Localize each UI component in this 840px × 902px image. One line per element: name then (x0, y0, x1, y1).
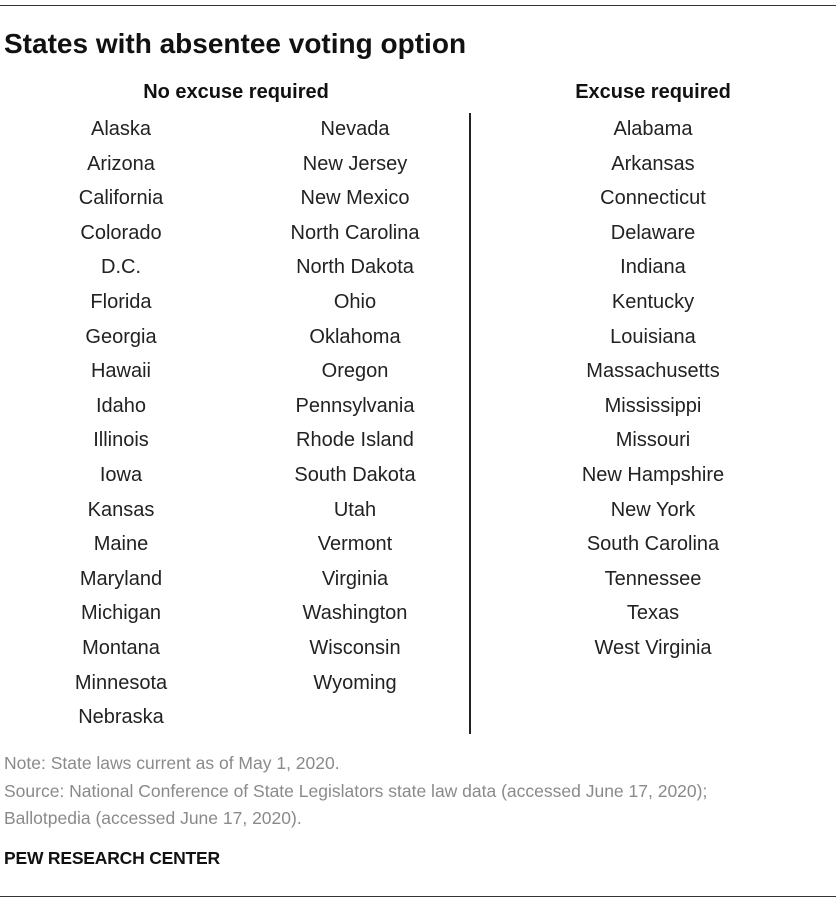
state-item: South Carolina (586, 533, 720, 556)
state-item: Pennsylvania (295, 394, 415, 417)
state-item: Illinois (93, 429, 149, 452)
state-item: Maryland (79, 567, 163, 590)
excuse-heading: Excuse required (575, 81, 731, 103)
state-item: Hawaii (90, 360, 152, 383)
state-item: Wyoming (313, 671, 397, 694)
state-item: Massachusetts (586, 360, 720, 383)
state-item: Arkansas (611, 152, 695, 175)
state-item: Iowa (99, 463, 143, 486)
state-item: New Jersey (302, 152, 408, 175)
top-rule (0, 5, 836, 6)
no-excuse-column-1: Alaska Arizona California Colorado D.C. Flori… (75, 112, 167, 735)
no-excuse-heading: No excuse required (143, 81, 329, 103)
page-title: States with absentee voting option (4, 28, 467, 59)
state-item: Alaska (90, 118, 152, 140)
state-item: Oregon (321, 360, 389, 383)
state-item: Maine (93, 533, 149, 556)
state-item: Missouri (615, 429, 691, 452)
state-item: Oklahoma (309, 325, 401, 348)
state-item: New Mexico (300, 187, 410, 210)
state-item: Tennessee (604, 567, 702, 590)
state-item: Utah (333, 498, 377, 521)
state-item: Kansas (87, 498, 155, 521)
no-excuse-column-2: Nevada New Jersey New Mexico North Carolina… (291, 112, 420, 700)
note: Note: State laws current as of May 1, 20… (4, 753, 340, 773)
state-item: Connecticut (600, 187, 706, 210)
state-item: Vermont (317, 533, 393, 556)
state-item: Virginia (321, 567, 389, 590)
source-line-2: Ballotpedia (accessed June 17, 2020). (4, 808, 302, 828)
state-item: West Virginia (594, 636, 712, 659)
state-item: Rhode Island (296, 429, 414, 452)
state-item: South Dakota (294, 463, 416, 486)
state-item: Georgia (85, 325, 157, 348)
state-item: Florida (90, 290, 152, 313)
state-item: Montana (82, 636, 160, 659)
state-item: Arizona (87, 152, 155, 175)
state-item: New Hampshire (581, 463, 725, 486)
state-item: Minnesota (74, 671, 168, 694)
state-item: Mississippi (604, 394, 702, 417)
source-line-1: Source: National Conference of State Leg… (4, 781, 708, 801)
state-item: Nevada (320, 118, 390, 140)
state-item: Idaho (95, 394, 147, 417)
brand-logo-text: PEW RESEARCH CENTER (4, 848, 220, 868)
state-item: Colorado (80, 221, 162, 244)
state-item: Indiana (620, 256, 686, 279)
state-item: New York (610, 498, 696, 521)
state-item: North Dakota (296, 256, 414, 279)
state-item: California (78, 187, 164, 210)
bottom-rule (0, 896, 836, 897)
state-item: Kentucky (611, 290, 695, 313)
state-item: Louisiana (610, 325, 696, 348)
excuse-column: Alabama Arkansas Connecticut Delaware Indian… (582, 112, 724, 666)
state-item: Michigan (80, 602, 162, 625)
state-item: North Carolina (290, 221, 420, 244)
state-item: Texas (626, 602, 680, 625)
state-item: Wisconsin (309, 636, 401, 659)
state-item: Delaware (610, 221, 696, 244)
state-item: D.C. (101, 256, 141, 279)
state-item: Nebraska (78, 706, 164, 729)
state-item: Washington (302, 602, 408, 625)
state-item: Alabama (613, 118, 693, 140)
column-divider (469, 113, 471, 734)
state-item: Ohio (333, 290, 377, 313)
